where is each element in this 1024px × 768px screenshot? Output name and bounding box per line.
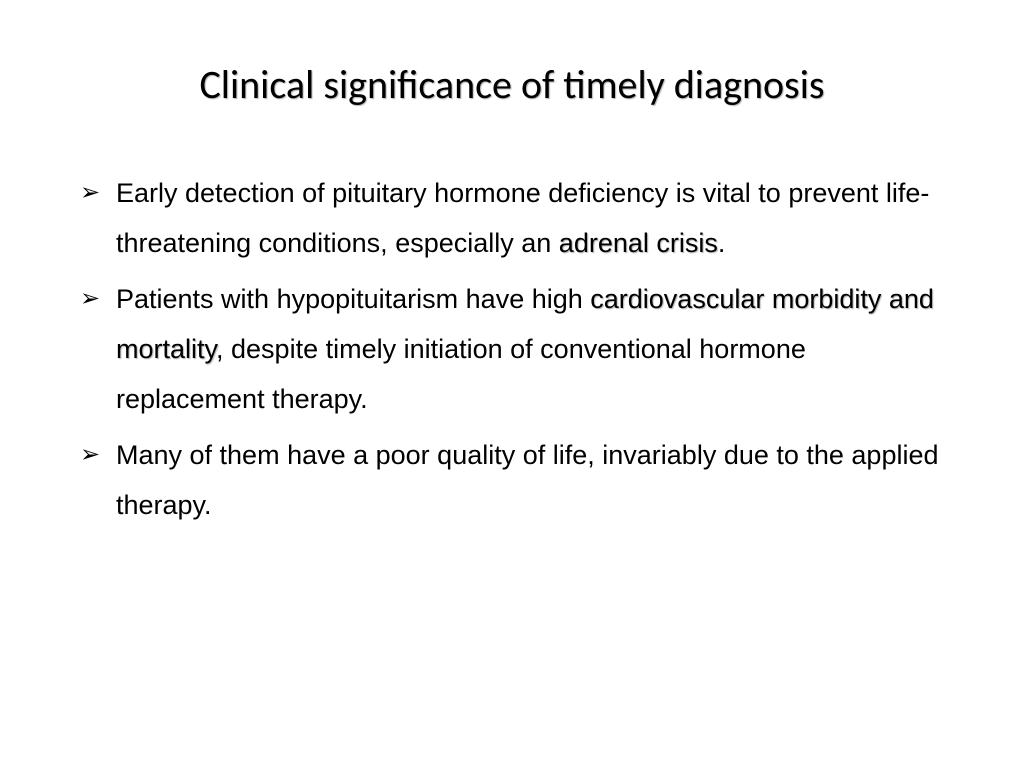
bullet-text-emph: adrenal crisis bbox=[559, 228, 718, 258]
bullet-text-post: , despite timely initiation of conventio… bbox=[116, 334, 806, 414]
list-item: Patients with hypopituitarism have high … bbox=[80, 275, 954, 425]
list-item: Many of them have a poor quality of life… bbox=[80, 431, 954, 531]
slide-title: Clinical significance of timely diagnosi… bbox=[70, 60, 954, 109]
list-item: Early detection of pituitary hormone def… bbox=[80, 169, 954, 269]
bullet-text-pre: Patients with hypopituitarism have high bbox=[116, 284, 590, 314]
bullet-list: Early detection of pituitary hormone def… bbox=[70, 169, 954, 531]
bullet-text-pre: Many of them have a poor quality of life… bbox=[116, 440, 939, 520]
bullet-text-pre: Early detection of pituitary hormone def… bbox=[116, 178, 929, 258]
bullet-text-post: . bbox=[718, 228, 726, 258]
